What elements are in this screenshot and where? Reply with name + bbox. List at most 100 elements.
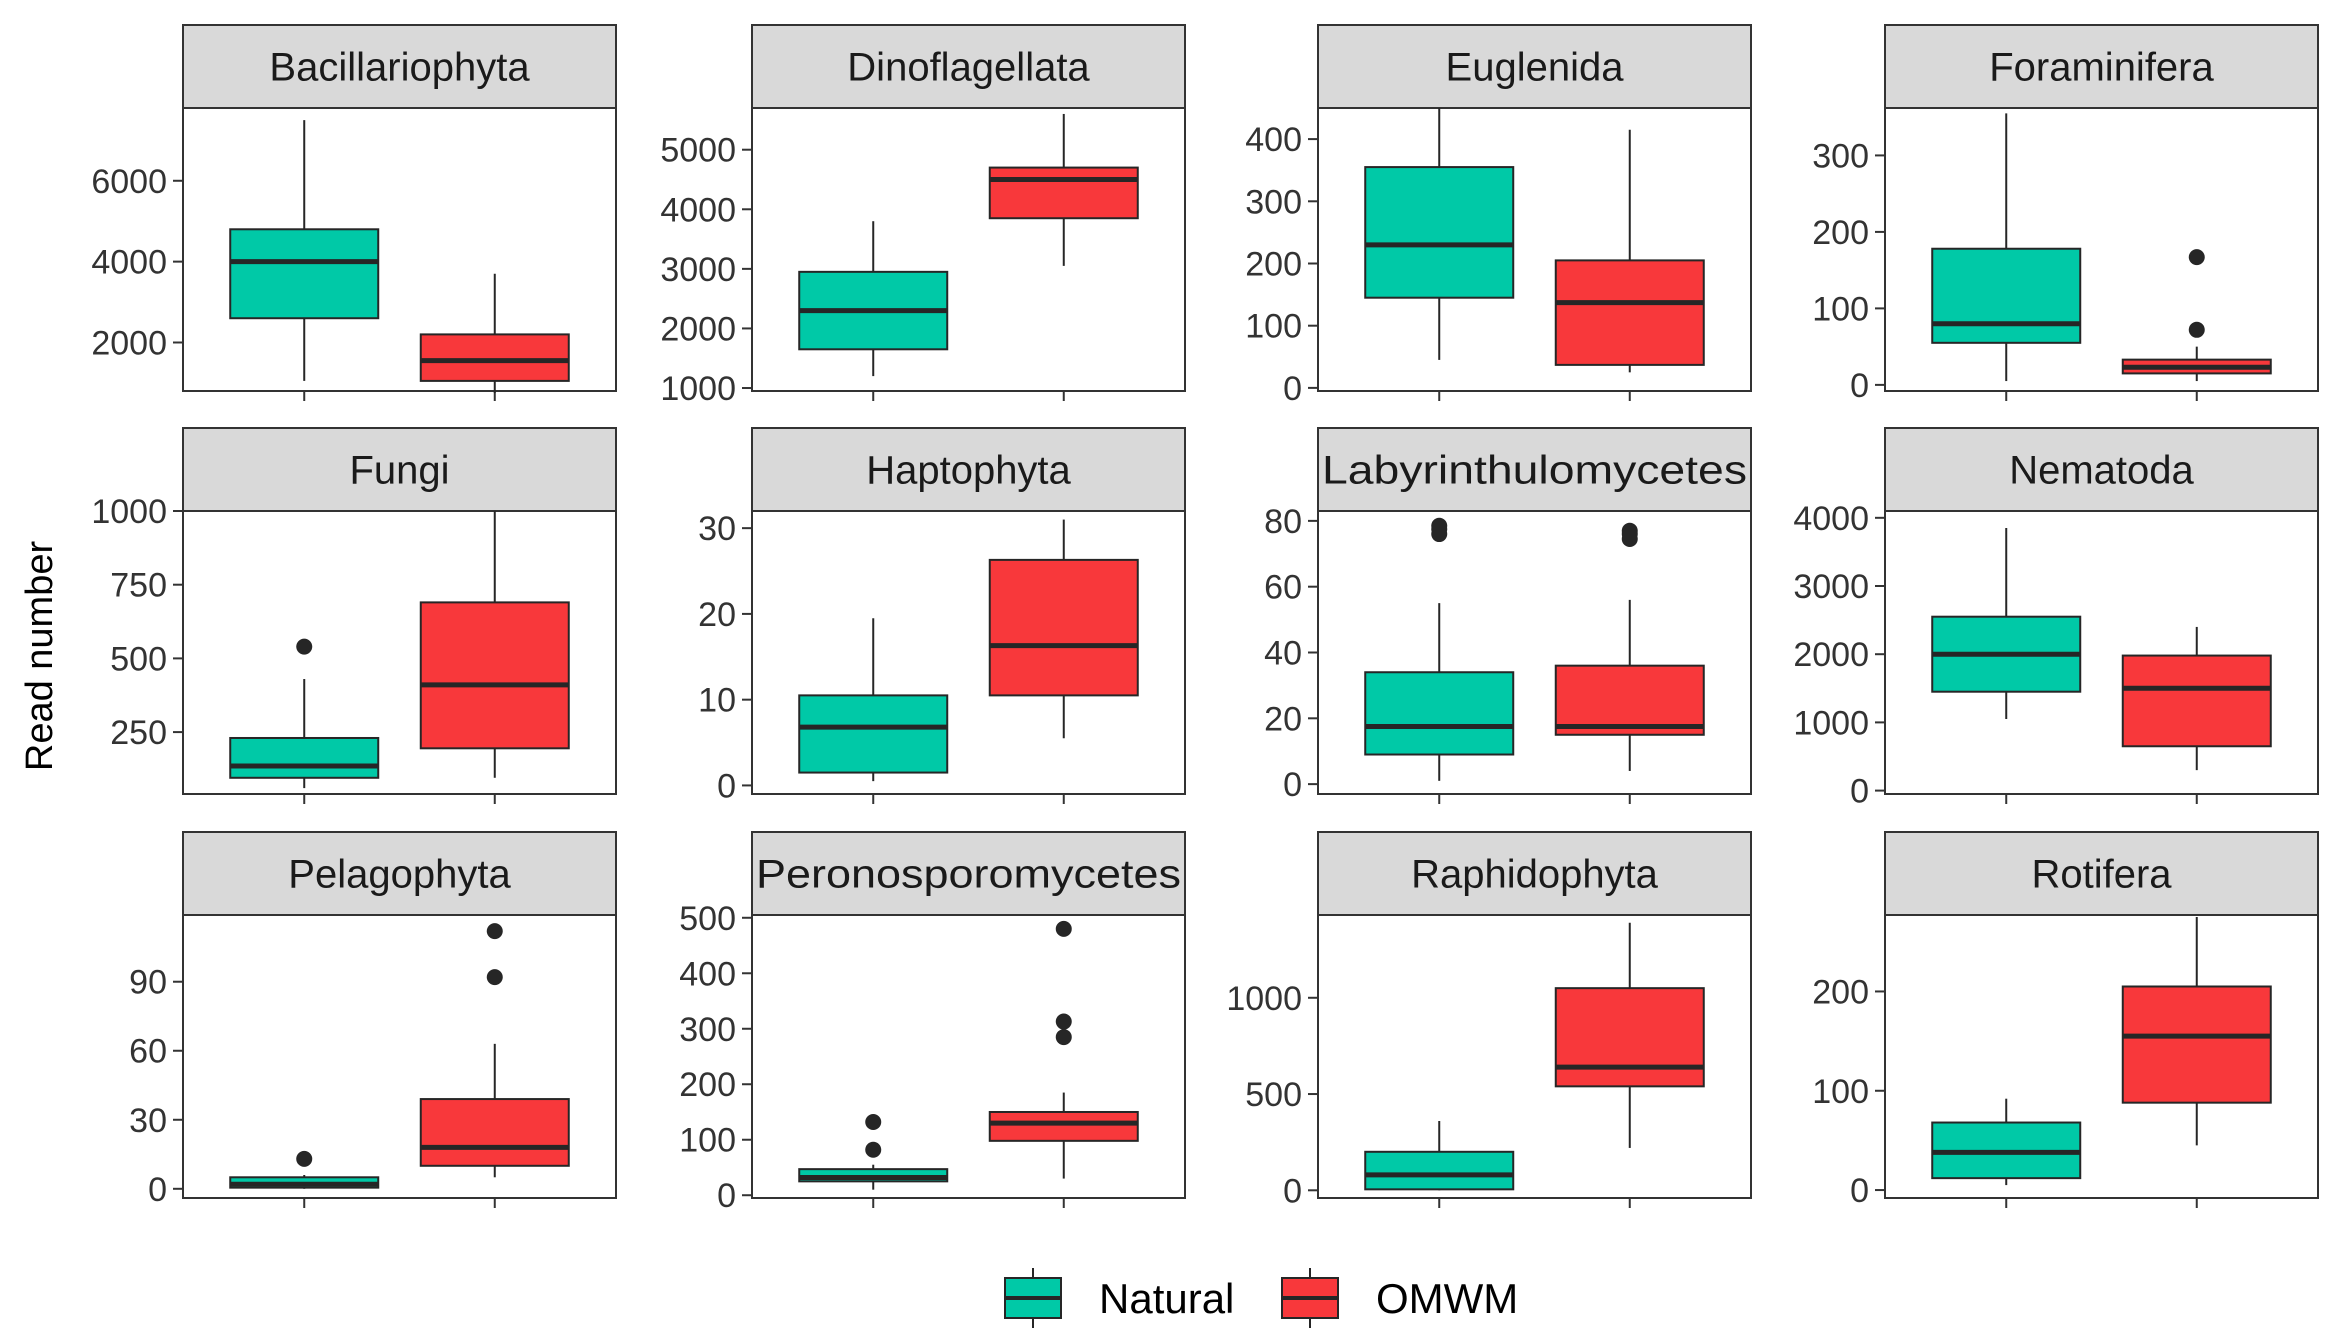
y-tick-label: 200: [1812, 973, 1869, 1011]
box-body: [419, 601, 570, 750]
y-axis-title: Read number: [19, 541, 61, 772]
y-tick-label: 0: [1850, 1172, 1869, 1210]
box-body: [1364, 671, 1515, 756]
outlier-point: [296, 638, 313, 655]
y-tick-label: 0: [148, 1171, 167, 1209]
legend-label: OMWM: [1376, 1275, 1518, 1322]
outlier-point: [296, 1150, 313, 1167]
y-tick-label: 0: [1283, 1172, 1302, 1210]
panel-title: Euglenida: [1446, 46, 1625, 90]
outlier-point: [1055, 1029, 1072, 1046]
y-tick-label: 30: [698, 510, 736, 548]
panel-plot-area: [182, 914, 617, 1199]
box-omwm: [419, 273, 570, 401]
legend-item-natural[interactable]: Natural: [1004, 1268, 1234, 1328]
y-tick-label: 4000: [660, 191, 736, 229]
panel-title: Foraminifera: [1989, 46, 2214, 90]
facet-panels: Bacillariophyta200040006000Dinoflagellat…: [91, 24, 2319, 1215]
legend-label: Natural: [1099, 1275, 1234, 1322]
box-natural: [1364, 517, 1515, 804]
y-tick-label: 90: [129, 964, 167, 1002]
box-natural: [1364, 108, 1515, 401]
panel-nematoda: Nematoda 0 1000 2000 3000 4000: [1793, 427, 2319, 811]
panel-labyrinthulomycetes: Labyrinthulomycetes 0 20 40 60 80: [1264, 427, 1752, 804]
panel-euglenida: Euglenida 0 100 200 300 400: [1245, 24, 1752, 408]
panel-strip: [182, 24, 617, 109]
y-tick-label: 300: [1812, 137, 1869, 175]
y-tick-label: 2000: [91, 324, 167, 362]
box-natural: [798, 1113, 949, 1208]
box-omwm: [419, 923, 570, 1208]
y-tick-label: 400: [679, 955, 736, 993]
y-tick-label: 300: [1245, 183, 1302, 221]
y-tick-label: 40: [1264, 635, 1302, 673]
y-tick-label: 400: [1245, 121, 1302, 159]
box-body: [2121, 985, 2272, 1104]
box-natural: [1931, 113, 2082, 401]
y-tick-label: 6000: [91, 163, 167, 201]
y-tick-label: 1000: [1793, 704, 1869, 742]
y-tick-label: 100: [1812, 290, 1869, 328]
panel-rotifera: Rotifera 0 100 200: [1812, 831, 2319, 1210]
box-body: [988, 166, 1139, 220]
box-omwm: [1554, 129, 1705, 401]
outlier-point: [1431, 517, 1448, 534]
y-tick-label: 0: [1283, 766, 1302, 804]
panel-strip: [751, 24, 1186, 109]
panel-title: Nematoda: [2009, 449, 2194, 493]
box-body: [1931, 247, 2082, 344]
y-tick-label: 0: [1850, 773, 1869, 811]
y-tick-label: 300: [679, 1011, 736, 1049]
box-omwm: [2121, 249, 2272, 401]
y-tick-label: 750: [110, 567, 167, 605]
box-omwm: [1554, 522, 1705, 804]
box-natural: [229, 638, 380, 804]
y-tick-label: 4000: [1793, 500, 1869, 538]
box-omwm: [2121, 916, 2272, 1208]
box-body: [988, 558, 1139, 697]
y-tick-label: 200: [1812, 214, 1869, 252]
box-body: [229, 736, 380, 779]
box-natural: [229, 120, 380, 401]
outlier-point: [1621, 522, 1638, 539]
y-tick-label: 100: [1812, 1073, 1869, 1111]
y-tick-label: 0: [1850, 367, 1869, 405]
box-natural: [798, 618, 949, 804]
y-tick-label: 250: [110, 714, 167, 752]
panel-strip: [1884, 831, 2319, 916]
box-body: [419, 1098, 570, 1167]
y-tick-label: 1000: [660, 370, 736, 408]
panel-strip: [751, 831, 1186, 916]
box-body: [988, 1110, 1139, 1142]
y-tick-label: 0: [717, 767, 736, 805]
panel-haptophyta: Haptophyta 0 10 20 30: [698, 427, 1186, 805]
y-tick-label: 500: [1245, 1076, 1302, 1114]
panel-title: Fungi: [349, 449, 449, 493]
panel-strip: [182, 427, 617, 512]
box-natural: [1931, 528, 2082, 804]
panel-peronosporomycetes: Peronosporomycetes 0 100 200 300 400 500: [679, 831, 1186, 1215]
panel-strip: [751, 427, 1186, 512]
legend[interactable]: Natural OMWM: [1004, 1268, 1518, 1328]
panel-raphidophyta: Raphidophyta 0 500 1000: [1226, 831, 1752, 1210]
outlier-point: [1055, 1013, 1072, 1030]
box-omwm: [1554, 922, 1705, 1208]
outlier-point: [486, 923, 503, 940]
panel-fungi: Fungi 250 500 750 1000: [91, 427, 617, 804]
y-tick-label: 4000: [91, 244, 167, 282]
panel-strip: [1884, 427, 2319, 512]
y-tick-label: 20: [1264, 700, 1302, 738]
panel-title: Haptophyta: [866, 449, 1071, 493]
legend-item-omwm[interactable]: OMWM: [1281, 1268, 1518, 1328]
y-tick-label: 3000: [1793, 568, 1869, 606]
y-tick-label: 2000: [660, 310, 736, 348]
y-tick-label: 60: [129, 1033, 167, 1071]
y-tick-label: 20: [698, 596, 736, 634]
box-body: [419, 333, 570, 382]
panel-strip: [182, 831, 617, 916]
box-body: [1554, 664, 1705, 736]
box-body: [2121, 654, 2272, 748]
box-body: [229, 228, 380, 320]
panel-strip: [1317, 831, 1752, 916]
panel-strip: [1317, 24, 1752, 109]
